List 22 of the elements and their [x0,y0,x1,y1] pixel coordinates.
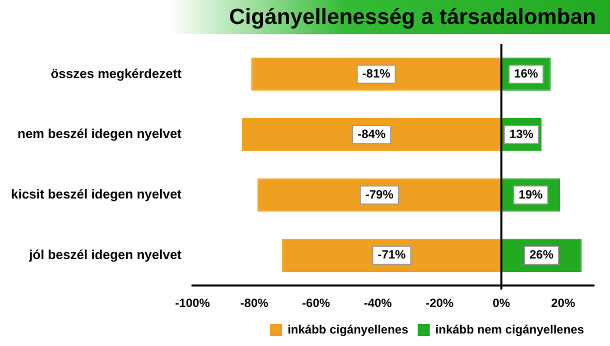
y-tick-label: jól beszél idegen nyelvet [28,246,182,262]
x-tick-label: 0% [492,296,510,310]
x-tick-label: 20% [551,296,576,310]
legend-label: inkább cigányellenes [288,322,409,336]
y-tick-label: összes megkérdezett [50,66,182,81]
x-tick-label: -40% [364,296,392,310]
x-tick-label: -20% [426,296,454,310]
chart-title: Cigányellenesség a társadalomban [169,0,610,34]
y-tick-label: nem beszél idegen nyelvet [18,126,182,142]
data-label: 26% [529,248,554,262]
y-tick-label: kicsit beszél idegen nyelvet [10,186,182,202]
data-label: -71% [378,248,406,262]
data-label: 13% [509,126,534,141]
data-label: -81% [362,66,391,81]
x-tick-label: -60% [302,296,330,310]
data-label: -79% [365,187,394,202]
x-tick-label: -100% [175,296,210,310]
legend-label: inkább nem cigányellenes [435,322,584,336]
data-label: -84% [358,126,386,141]
data-label: 19% [518,187,544,202]
x-tick-label: -80% [240,296,269,310]
data-label: 16% [514,66,538,81]
